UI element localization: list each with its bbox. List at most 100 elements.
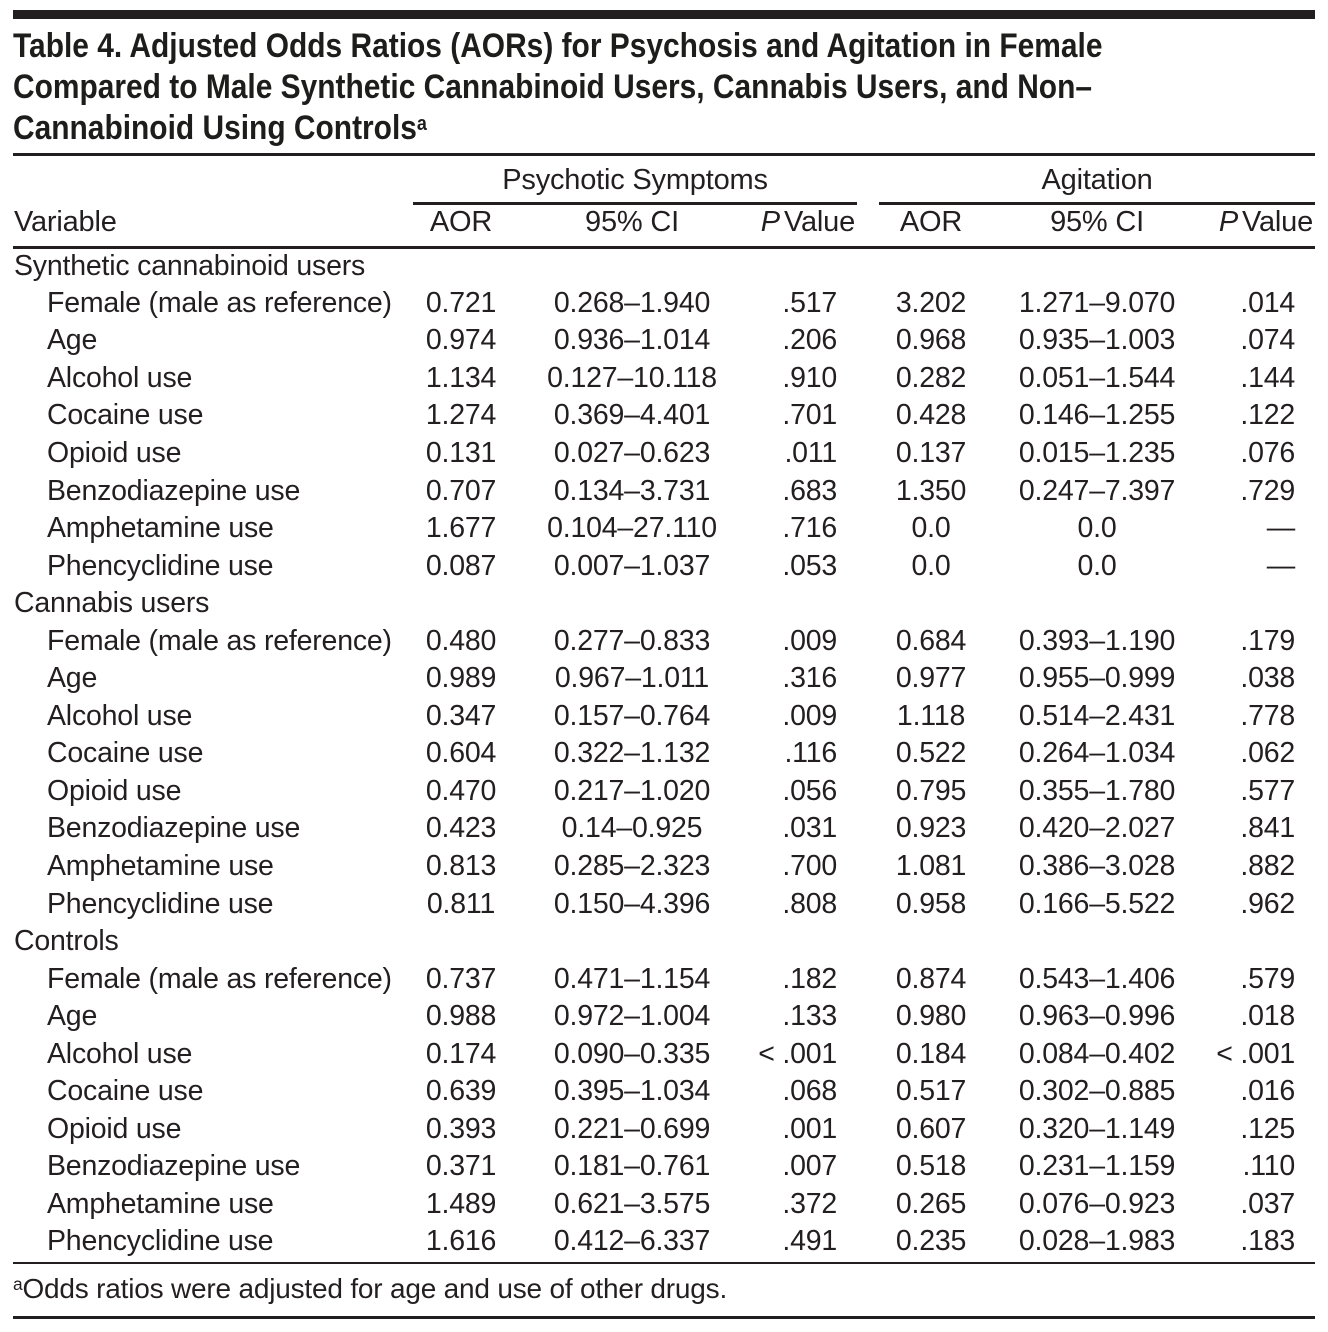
column-gap	[857, 1186, 879, 1224]
cell-ps-aor: 0.347	[425, 699, 497, 732]
cell-ps-aor: 0.131	[425, 437, 497, 469]
cell-ag-ci: 0.0	[1077, 549, 1117, 582]
cell-variable: Cocaine use	[47, 399, 204, 432]
table-row: Cocaine use 0.604 0.322–1.132 .116 0.522 0.26…	[13, 735, 1315, 773]
cell-ps-p: .031	[782, 812, 838, 845]
header-gap	[857, 203, 880, 249]
cell-ag-aor: 0.265	[895, 1187, 967, 1220]
cell-ag-aor: 1.081	[895, 850, 967, 883]
table-row: Female (male as reference) 0.721 0.268–1.9…	[13, 285, 1315, 323]
column-gap	[857, 360, 879, 398]
section-header-row: Controls	[13, 923, 1315, 961]
cell-ag-aor: 0.518	[895, 1150, 967, 1183]
cell-ag-aor: 0.0	[911, 512, 951, 545]
cell-ag-aor: 0.874	[895, 962, 967, 995]
cell-ps-p: .068	[782, 1075, 838, 1108]
cell-ps-ci: 0.967–1.011	[554, 662, 710, 695]
cell-variable: Phencyclidine use	[47, 1225, 274, 1258]
cell-variable: Age	[47, 1000, 98, 1033]
cell-ps-ci: 0.157–0.764	[553, 699, 711, 732]
cell-ag-ci: 0.386–3.028	[1018, 850, 1176, 883]
ag-pvalue-column-header: P Value	[1211, 203, 1316, 249]
section-label: Cannabis users	[14, 587, 210, 620]
cell-ag-aor: 0.684	[895, 624, 967, 657]
cell-ag-aor: 0.607	[895, 1112, 967, 1145]
cell-ps-aor: 0.989	[425, 662, 497, 695]
cell-ps-aor: 0.480	[425, 624, 497, 657]
title-footnote-marker: a	[416, 112, 427, 135]
cell-ps-p: .053	[782, 549, 838, 582]
cell-ag-aor: 3.202	[895, 286, 967, 319]
cell-ag-p: .183	[1240, 1225, 1296, 1258]
cell-ps-p: .683	[782, 474, 838, 507]
cell-ps-ci: 0.936–1.014	[553, 324, 711, 357]
cell-ag-aor: 0.428	[895, 399, 967, 432]
title-line-1: Table 4. Adjusted Odds Ratios (AORs) for…	[13, 26, 1315, 67]
cell-ag-p: .016	[1240, 1075, 1296, 1108]
column-gap	[857, 885, 879, 923]
psychotic-symptoms-spanner: Psychotic Symptoms	[413, 156, 858, 205]
cell-ps-aor: 0.174	[425, 1037, 497, 1070]
cell-ps-aor: 0.974	[425, 324, 497, 357]
cell-ag-p: .179	[1240, 624, 1296, 657]
cell-ag-aor: 0.923	[895, 812, 967, 845]
cell-ag-ci: 0.231–1.159	[1018, 1150, 1176, 1183]
section-label: Synthetic cannabinoid users	[14, 250, 366, 283]
cell-ag-aor: 1.118	[896, 699, 966, 732]
column-gap	[857, 810, 879, 848]
rule-under-title	[13, 153, 1315, 156]
cell-ag-aor: 0.977	[895, 662, 967, 695]
cell-ag-p: < .001	[1216, 1037, 1296, 1070]
cell-ag-ci: 0.393–1.190	[1018, 624, 1176, 657]
cell-ps-ci: 0.322–1.132	[553, 737, 711, 770]
cell-ps-p: .009	[782, 624, 838, 657]
data-table: Psychotic Symptoms Agitation Variable AO…	[13, 156, 1316, 1261]
table-row: Phencyclidine use 1.616 0.412–6.337 .491 0.2…	[13, 1223, 1315, 1261]
cell-ps-aor: 0.371	[425, 1150, 497, 1183]
table-row: Female (male as reference) 0.737 0.471–1.1…	[13, 960, 1315, 998]
table-row: Female (male as reference) 0.480 0.277–0.8…	[13, 622, 1315, 660]
cell-variable: Amphetamine use	[47, 512, 274, 545]
table-row: Phencyclidine use 0.811 0.150–4.396 .808 0.9…	[13, 885, 1315, 923]
table-row: Phencyclidine use 0.087 0.007–1.037 .053 0.0…	[13, 547, 1315, 585]
cell-ps-aor: 0.423	[425, 812, 497, 845]
table-body: Synthetic cannabinoid users Female (male …	[13, 247, 1315, 1261]
cell-variable: Phencyclidine use	[47, 887, 274, 920]
section-label: Controls	[14, 925, 119, 958]
cell-ag-aor: 0.980	[895, 1000, 967, 1033]
column-gap	[857, 1035, 879, 1073]
cell-variable: Female (male as reference)	[47, 624, 392, 657]
ps-ci-column-header: 95% CI	[509, 203, 755, 249]
cell-ag-aor: 0.184	[895, 1037, 967, 1070]
cell-ps-ci: 0.134–3.731	[553, 474, 711, 507]
column-gap	[857, 322, 879, 360]
column-gap	[857, 472, 879, 510]
table-row: Age 0.989 0.967–1.011 .316 0.977 0.955–0.999.…	[13, 660, 1315, 698]
cell-ag-ci: 1.271–9.070	[1018, 286, 1176, 319]
cell-variable: Opioid use	[47, 1112, 182, 1145]
table-row: Alcohol use 0.174 0.090–0.335 < .001 0.184 0.…	[13, 1035, 1315, 1073]
cell-ps-p: .056	[782, 774, 838, 807]
cell-variable: Amphetamine use	[47, 1187, 274, 1220]
cell-ps-ci: 0.412–6.337	[553, 1225, 711, 1258]
cell-ps-p: .808	[782, 887, 838, 920]
cell-ps-aor: 0.813	[425, 850, 497, 883]
column-gap	[857, 547, 879, 585]
cell-ps-aor: 1.134	[425, 361, 497, 394]
spanner-gap	[857, 156, 879, 203]
cell-ps-aor: 0.737	[425, 962, 497, 995]
title-line-3: Cannabinoid Using Controlsa	[13, 108, 1315, 149]
cell-ps-aor: 0.087	[425, 549, 497, 582]
column-gap	[857, 435, 879, 473]
pvalue-rest: Value	[784, 205, 856, 238]
cell-ag-ci: 0.0	[1077, 512, 1117, 545]
cell-ps-p: .701	[782, 399, 838, 432]
cell-ps-aor: 0.604	[425, 737, 497, 770]
cell-ps-p: .316	[782, 662, 838, 695]
ps-pvalue-column-header: P Value	[755, 203, 858, 249]
cell-ps-p: .133	[782, 1000, 838, 1033]
ag-aor-column-header: AOR	[879, 203, 984, 249]
cell-ag-p: .018	[1240, 1000, 1296, 1033]
cell-ag-ci: 0.264–1.034	[1018, 737, 1176, 770]
cell-variable: Cocaine use	[47, 1075, 204, 1108]
